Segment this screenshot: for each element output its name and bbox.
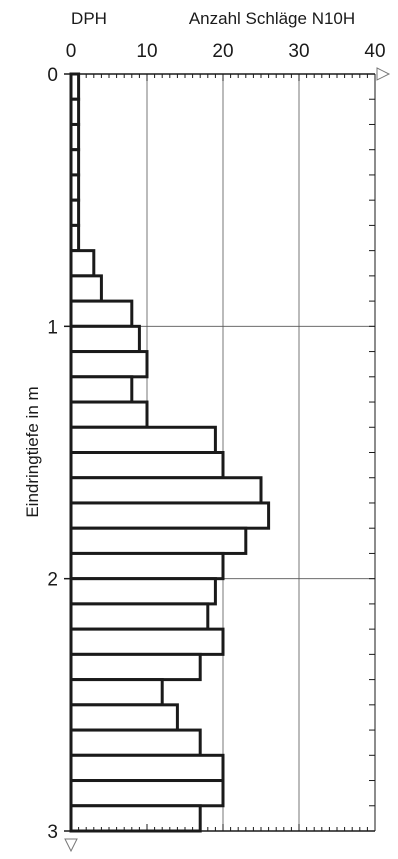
bar-4 [69, 148, 81, 177]
bar-7 [69, 223, 81, 253]
y-tick-label-0: 0 [47, 65, 58, 86]
bar-28 [69, 753, 225, 783]
bar-5 [69, 173, 81, 202]
x-tick-label-20: 20 [212, 41, 233, 62]
bar-21 [69, 577, 217, 606]
bar-1 [69, 72, 81, 101]
bar-11 [69, 324, 141, 354]
bar-12 [69, 350, 149, 379]
bar-15 [69, 425, 217, 454]
bar-30 [69, 804, 202, 833]
y-axis-label: Eindringtiefe in m [23, 386, 42, 517]
x-axis-arrow-marker [376, 67, 391, 81]
bar-8 [69, 249, 96, 278]
bar-9 [69, 274, 103, 303]
x-tick-label-10: 10 [136, 41, 157, 62]
bars [69, 72, 271, 833]
bar-19 [69, 526, 248, 555]
bar-20 [69, 551, 225, 581]
chart-title-right: Anzahl Schläge N10H [189, 9, 355, 28]
bar-3 [69, 122, 81, 152]
x-tick-label-30: 30 [288, 41, 309, 62]
bar-25 [69, 678, 164, 707]
x-tick-label-0: 0 [66, 41, 77, 62]
bar-13 [69, 375, 134, 404]
y-tick-label-1: 1 [47, 317, 58, 338]
x-tick-label-40: 40 [364, 41, 385, 62]
bar-2 [69, 97, 81, 126]
y-axis-arrow-marker [64, 838, 78, 853]
bar-23 [69, 627, 225, 656]
bar-16 [69, 451, 225, 480]
tick-labels: 0 10 20 30 40 0 1 2 3 [47, 41, 385, 843]
bar-14 [69, 400, 149, 429]
bar-6 [69, 198, 81, 227]
bar-18 [69, 501, 271, 530]
y-tick-label-3: 3 [47, 822, 58, 843]
bar-17 [69, 476, 263, 505]
bar-22 [69, 602, 210, 631]
chart-title-left: DPH [71, 9, 107, 28]
bar-26 [69, 703, 179, 732]
bar-27 [69, 728, 202, 757]
bar-10 [69, 299, 134, 328]
bar-29 [69, 779, 225, 808]
y-tick-label-2: 2 [47, 570, 58, 591]
axes [64, 67, 391, 853]
bar-24 [69, 652, 202, 682]
